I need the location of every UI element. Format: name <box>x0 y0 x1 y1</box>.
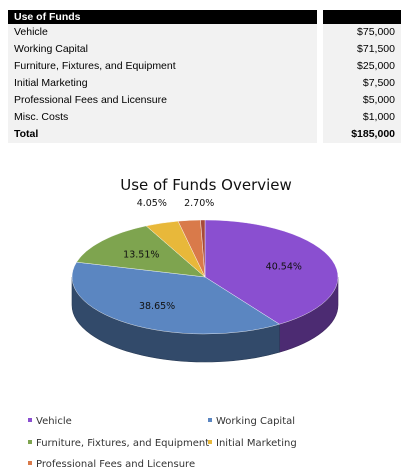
total-amount: $185,000 <box>323 126 401 143</box>
legend-label: Initial Marketing <box>216 438 297 449</box>
table-row: Furniture, Fixtures, and Equipment $25,00… <box>8 58 401 75</box>
legend-swatch <box>28 440 32 444</box>
data-label: 38.65% <box>139 301 175 312</box>
legend-label: Furniture, Fixtures, and Equipment <box>36 438 209 449</box>
legend-label: Working Capital <box>216 416 295 427</box>
legend-swatch <box>208 440 212 444</box>
row-amount: $1,000 <box>323 109 401 126</box>
data-label: 2.70% <box>184 198 214 209</box>
pie-slice-furniture-fixtures-and-equipment <box>76 225 206 278</box>
use-of-funds-table: Use of Funds Vehicle $75,000 Working Capit… <box>8 10 401 143</box>
pie-chart: Use of Funds Overview 40.54% 38.65% 13.51%… <box>28 176 339 470</box>
table-row: Vehicle $75,000 <box>8 24 401 41</box>
row-label: Misc. Costs <box>8 109 317 126</box>
table-row: Professional Fees and Licensure $5,000 <box>8 92 401 109</box>
legend-swatch <box>28 461 32 465</box>
table-row: Initial Marketing $7,500 <box>8 75 401 92</box>
table-header-row: Use of Funds <box>8 10 401 24</box>
total-label: Total <box>8 126 317 143</box>
row-label: Initial Marketing <box>8 75 317 92</box>
pie-data-labels: 40.54% 38.65% 13.51% 4.05% 2.70% <box>123 198 302 312</box>
row-amount: $5,000 <box>323 92 401 109</box>
data-label: 13.51% <box>123 250 159 261</box>
row-amount: $75,000 <box>323 24 401 41</box>
table-row: Working Capital $71,500 <box>8 41 401 58</box>
row-label: Professional Fees and Licensure <box>8 92 317 109</box>
pie-slice-misc-costs <box>200 219 206 278</box>
pie-slice-vehicle <box>204 219 339 325</box>
pie-slice-working-capital <box>71 261 280 335</box>
table-header-amount <box>323 10 401 24</box>
total-row: Total $185,000 <box>8 126 401 143</box>
row-amount: $71,500 <box>323 41 401 58</box>
table-header-title: Use of Funds <box>8 10 317 24</box>
data-label: 40.54% <box>266 262 302 273</box>
table-body: Vehicle $75,000 Working Capital $71,500 Furn… <box>8 24 401 143</box>
legend-label: Vehicle <box>36 416 72 427</box>
legend-swatch <box>28 418 32 422</box>
chart-title: Use of Funds Overview <box>120 176 292 194</box>
table-row: Misc. Costs $1,000 <box>8 109 401 126</box>
pie-slices <box>71 219 339 363</box>
legend-label: Professional Fees and Licensure <box>36 459 195 470</box>
row-amount: $25,000 <box>323 58 401 75</box>
row-label: Furniture, Fixtures, and Equipment <box>8 58 317 75</box>
row-amount: $7,500 <box>323 75 401 92</box>
legend-swatch <box>208 418 212 422</box>
row-label: Working Capital <box>8 41 317 58</box>
data-label: 4.05% <box>137 198 167 209</box>
row-label: Vehicle <box>8 24 317 41</box>
chart-legend: Vehicle Working Capital Furniture, Fixture… <box>28 416 297 470</box>
